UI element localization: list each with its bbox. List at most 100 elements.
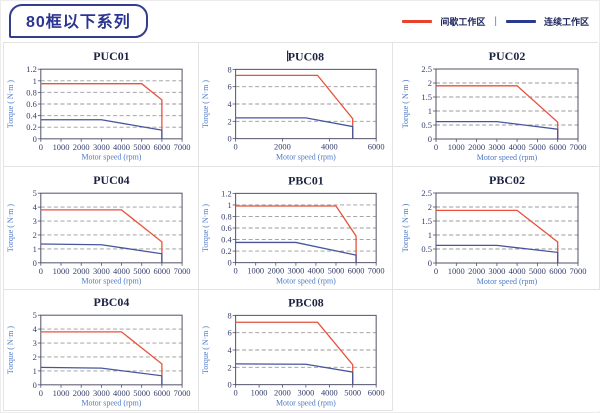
x-tick-label: 3000 [93, 142, 110, 152]
y-tick-label: 1 [33, 243, 37, 253]
chart-title: PBC04 [94, 295, 130, 309]
x-tick-label: 1000 [447, 142, 464, 152]
y-tick-label: 2 [427, 78, 431, 88]
x-tick-label: 2000 [274, 388, 291, 397]
chart-cell-puc02[interactable]: 0 1000 2000 3000 4000 5000 6000 7000 0 0.5 1 1.5 2 2.… [393, 43, 600, 167]
x-tick-label: 0 [234, 388, 238, 397]
x-tick-label: 4000 [508, 266, 525, 276]
x-tick-label: 6000 [153, 387, 170, 397]
x-tick-label: 3000 [297, 388, 314, 397]
chart-cell-pbc04[interactable]: 0 1000 2000 3000 4000 5000 6000 7000 0 1 2 3 4 5 PBC04… [4, 290, 199, 411]
y-axis-label: Torque ( N·m ) [401, 79, 410, 128]
x-tick-label: 5000 [344, 388, 361, 397]
y-tick-label: 0 [427, 134, 431, 144]
chart-cell-puc04[interactable]: 0 1000 2000 3000 4000 5000 6000 7000 0 1 2 3 4 5 PUC04… [4, 167, 199, 290]
plot-border [435, 192, 578, 263]
x-tick-label: 5000 [528, 266, 545, 276]
torque-speed-chart: 0 1000 2000 3000 4000 5000 6000 7000 0 1 2 3 4 5 PUC04… [6, 173, 191, 285]
series-badge: 80框以下系列 [9, 4, 148, 38]
y-tick-label: 0.8 [221, 212, 232, 221]
x-tick-label: 3000 [287, 266, 304, 275]
chart-title: PBC02 [489, 173, 525, 187]
continuous-curve [235, 241, 357, 263]
x-tick-label: 6000 [549, 142, 566, 152]
y-tick-label: 2 [33, 229, 37, 239]
intermittent-curve [435, 85, 558, 139]
y-tick-label: 0.5 [421, 244, 432, 254]
intermittent-legend-swatch [402, 19, 433, 23]
chart-cell-pbc08[interactable]: 0 1000 2000 3000 4000 5000 6000 0 2 4 6 8 PBC08 Motor… [199, 290, 393, 411]
x-tick-label: 1000 [251, 388, 268, 397]
empty-grid-cell [393, 290, 600, 411]
chart-cell-puc08[interactable]: 0 2000 4000 6000 0 2 4 6 8 PUC08 Motor speed (rpm)… [199, 43, 393, 167]
x-axis-label: Motor speed (rpm) [81, 153, 141, 162]
x-tick-label: 2000 [73, 387, 90, 397]
y-tick-label: 1.2 [221, 189, 232, 198]
y-axis-label: Torque ( N·m ) [6, 80, 15, 129]
intermittent-curve [235, 321, 354, 385]
continuous-legend-label: 连续工作区 [543, 16, 589, 27]
y-tick-label: 0.5 [421, 120, 432, 130]
x-tick-label: 1000 [53, 387, 70, 397]
torque-speed-chart: 0 2000 4000 6000 0 2 4 6 8 PUC08 Motor speed (rpm)… [201, 49, 385, 161]
x-tick-label: 7000 [569, 142, 586, 152]
intermittent-curve [435, 209, 558, 263]
x-tick-label: 2000 [274, 143, 291, 152]
intermittent-legend-label: 间歇工作区 [440, 16, 486, 27]
x-tick-label: 0 [433, 142, 437, 152]
x-tick-label: 7000 [174, 265, 191, 275]
x-tick-label: 3000 [93, 265, 110, 275]
y-tick-label: 8 [227, 65, 231, 74]
torque-speed-chart: 0 1000 2000 3000 4000 5000 6000 7000 0 0.2 0.4 0.6 0… [201, 173, 385, 285]
y-tick-label: 3 [33, 216, 37, 226]
chart-title: PBC08 [288, 295, 324, 309]
x-tick-label: 0 [39, 387, 43, 397]
y-tick-label: 1.2 [26, 64, 37, 74]
y-tick-label: 0.2 [221, 247, 232, 256]
chart-cell-pbc02[interactable]: 0 1000 2000 3000 4000 5000 6000 7000 0 0.5 1 1.5 2 2.… [393, 167, 600, 290]
continuous-curve [40, 242, 163, 263]
y-tick-label: 0 [33, 257, 37, 267]
y-tick-label: 8 [227, 311, 231, 320]
chart-cell-pbc01[interactable]: 0 1000 2000 3000 4000 5000 6000 7000 0 0.2 0.4 0.6 0… [199, 167, 393, 290]
x-tick-label: 4000 [113, 265, 130, 275]
y-tick-label: 0 [427, 258, 431, 268]
continuous-curve [40, 366, 163, 385]
y-tick-label: 2 [427, 202, 431, 212]
continuous-curve [235, 117, 354, 139]
y-tick-label: 0.6 [221, 223, 232, 232]
y-tick-label: 4 [33, 202, 38, 212]
x-tick-label: 4000 [113, 387, 130, 397]
y-tick-label: 0.4 [221, 235, 232, 244]
chart-title: PUC02 [488, 49, 525, 63]
continuous-curve [435, 120, 558, 139]
plot-border [435, 68, 578, 140]
y-tick-label: 0.4 [26, 111, 37, 121]
page-header: 80框以下系列 间歇工作区 | 连续工作区 [1, 1, 599, 41]
x-tick-label: 7000 [174, 387, 191, 397]
y-tick-label: 1.5 [421, 216, 432, 226]
x-tick-label: 4000 [321, 143, 338, 152]
x-tick-label: 6000 [368, 388, 385, 397]
y-tick-label: 0 [227, 380, 231, 389]
y-tick-label: 1 [33, 76, 37, 86]
intermittent-curve [40, 83, 163, 139]
y-tick-label: 1 [33, 365, 37, 375]
y-tick-label: 6 [227, 83, 231, 92]
chart-cell-puc01[interactable]: 0 1000 2000 3000 4000 5000 6000 7000 0 0.2 0.4 0.6 0… [4, 43, 199, 167]
x-tick-label: 1000 [53, 142, 70, 152]
x-tick-label: 5000 [328, 266, 345, 275]
x-tick-label: 4000 [321, 388, 338, 397]
legend-separator: | [494, 15, 497, 27]
x-tick-label: 5000 [133, 265, 150, 275]
intermittent-curve [235, 74, 354, 139]
x-tick-label: 4000 [113, 142, 130, 152]
x-tick-label: 2000 [468, 266, 485, 276]
y-tick-label: 3 [33, 338, 37, 348]
continuous-curve [435, 244, 558, 263]
x-tick-label: 0 [39, 142, 43, 152]
x-tick-label: 4000 [307, 266, 324, 275]
torque-speed-chart: 0 1000 2000 3000 4000 5000 6000 0 2 4 6 8 PBC08 Motor… [201, 295, 385, 407]
y-axis-label: Torque ( N·m ) [201, 203, 210, 251]
x-tick-label: 6000 [549, 266, 566, 276]
